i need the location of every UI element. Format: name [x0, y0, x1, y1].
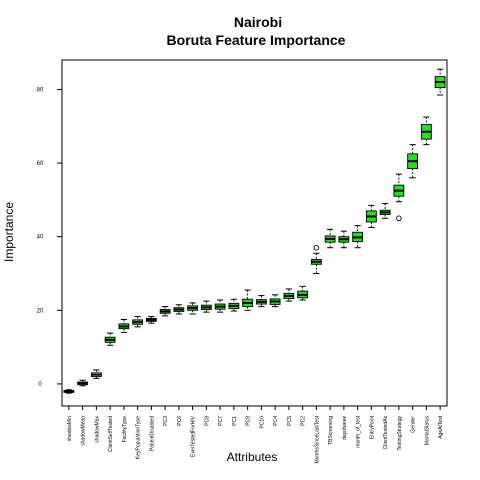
outlier-point	[396, 215, 402, 222]
x-tick-label: ClientSelfTested	[108, 416, 114, 452]
x-tick-label: shadowMean	[81, 416, 87, 446]
x-tick-label: EntryPoint	[369, 415, 375, 439]
y-tick-label: 60	[37, 161, 44, 167]
x-tick-label: FacilityType	[122, 416, 128, 443]
x-tick-label: TestingStrategy	[397, 416, 403, 451]
x-tick-label: PC2	[301, 416, 307, 426]
x-tick-label: PC3	[163, 416, 169, 426]
x-tick-label: month_of_test	[356, 415, 362, 447]
x-tick-label: PC5	[287, 416, 293, 426]
x-tick-label: dayofweek	[342, 416, 348, 440]
x-tick-label: PC10	[259, 416, 265, 429]
x-tick-label: Gender	[411, 416, 417, 433]
x-tick-label: shadowMax	[94, 416, 100, 443]
x-tick-label: AgeAtTest	[438, 415, 444, 438]
x-tick-label: PC9	[246, 416, 252, 426]
x-tick-label: ClientTestedAs	[383, 416, 389, 450]
x-tick-label: MaritalStatus	[424, 416, 430, 446]
x-axis: shadowMin shadowMean shadowMax ClientSelfTe…	[67, 406, 444, 464]
plot-frame	[61, 59, 448, 407]
x-tick-label: PC1	[232, 416, 238, 426]
outlier-point	[313, 244, 320, 251]
x-tick-label: MonthsSinceLastTest	[314, 415, 320, 463]
x-tick-label: PC6	[177, 416, 183, 426]
y-tick-label: 20	[37, 308, 44, 314]
x-tick-label: PatientDisabled	[149, 416, 155, 451]
x-tick-label: KeyPopulationType	[136, 416, 142, 459]
x-axis-title: Attributes	[227, 450, 278, 464]
y-tick-label: 40	[37, 235, 44, 241]
x-tick-label: PC4	[273, 416, 279, 426]
y-tick-label: 0	[38, 382, 42, 388]
y-axis-title: Importance	[2, 202, 16, 262]
x-tick-label: EverTestedForHIV	[191, 415, 197, 457]
x-tick-label: PC8	[204, 416, 210, 426]
boxplot-series	[63, 68, 446, 394]
x-tick-label: PC7	[218, 416, 224, 426]
x-tick-label: shadowMin	[67, 416, 73, 442]
chart-subtitle: Boruta Feature Importance	[167, 32, 346, 48]
x-tick-label: TBScreening	[328, 416, 334, 445]
y-axis: 0 20 40 60 80	[37, 87, 62, 388]
y-tick-label: 80	[37, 87, 44, 93]
chart-title: Nairobi	[234, 14, 282, 30]
